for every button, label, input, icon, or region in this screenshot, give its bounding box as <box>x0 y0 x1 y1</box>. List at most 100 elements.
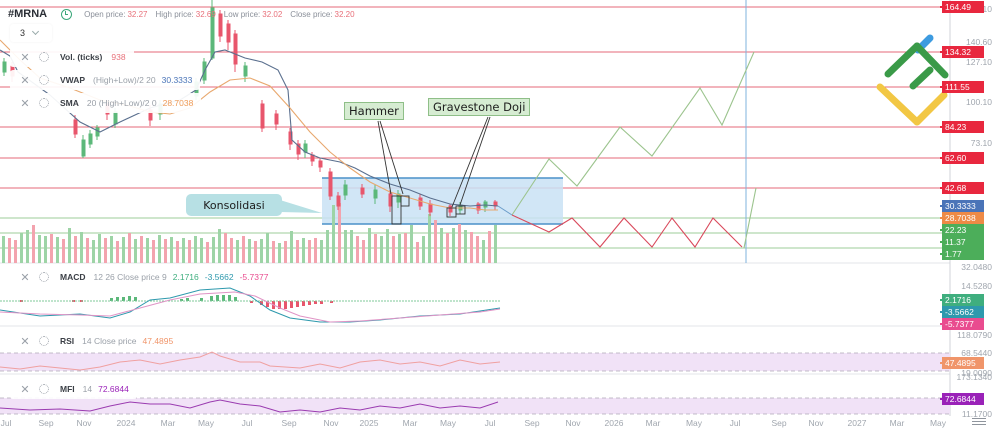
macd-tick: 14.5280 <box>961 281 992 291</box>
high-value: 32.69 <box>195 9 216 19</box>
hammer-box-1 <box>391 195 402 225</box>
clock-icon[interactable] <box>61 8 73 20</box>
time-tick: Mar <box>889 418 905 428</box>
level-label[interactable]: 111.55 <box>940 81 984 93</box>
close-icon[interactable]: ✕ <box>20 97 30 110</box>
time-tick: 2027 <box>847 418 867 428</box>
time-tick: 2024 <box>116 418 136 428</box>
price-tick: 140.60 <box>966 37 992 47</box>
rsi-line <box>0 351 501 371</box>
level-label[interactable]: 42.68 <box>940 182 984 194</box>
symbol-title: #MRNA <box>8 8 48 20</box>
bearish-scenario-path <box>511 214 743 248</box>
gear-icon[interactable] <box>39 52 49 62</box>
indicator-value: 938 <box>111 52 126 62</box>
histogram-value-label: -5.7377 <box>940 318 984 330</box>
hammer-annotation[interactable]: Hammer <box>344 102 404 120</box>
timeframe-select[interactable]: 3 <box>10 24 52 42</box>
indicator-params: (High+Low)/2 20 <box>93 75 156 85</box>
rsi-tick: 19.0090 <box>961 368 992 378</box>
time-tick: May <box>929 418 947 428</box>
level-label[interactable]: 11.37 <box>940 236 984 248</box>
indicator-params: 20 (High+Low)/2 0 <box>86 98 157 108</box>
indicator-rsi: ✕ RSI 14 Close price 47.4895 <box>10 331 182 351</box>
macd-line <box>0 287 501 323</box>
rsi-tick: 68.5440 <box>961 348 992 358</box>
time-tick: May <box>685 418 703 428</box>
indicator-name: MACD <box>60 272 86 282</box>
level-label[interactable]: 62.60 <box>940 152 984 164</box>
time-tick: Mar <box>645 418 661 428</box>
time-tick: May <box>439 418 457 428</box>
indicator-params: 12 26 Close price 9 <box>93 272 167 282</box>
time-tick: May <box>197 418 215 428</box>
level-label[interactable]: 164.49 <box>940 1 984 13</box>
level-label[interactable]: 1.77 <box>940 248 984 260</box>
time-tick: Nov <box>76 418 92 428</box>
time-tick: Jul <box>241 418 253 428</box>
vwap-line <box>0 49 499 207</box>
open-label: Open price: <box>84 9 126 19</box>
consolidation-zone <box>322 178 563 224</box>
time-tick: Sep <box>281 418 297 428</box>
signal-value-label: -3.5662 <box>940 306 984 318</box>
histogram-value: -5.7377 <box>239 272 269 282</box>
konsolidasi-annotation[interactable]: Konsolidasi <box>186 194 282 216</box>
level-label[interactable]: 22.23 <box>940 224 984 236</box>
indicator-name: RSI <box>60 336 75 346</box>
timeframe-value: 3 <box>20 28 26 38</box>
time-tick: Jul <box>484 418 496 428</box>
rsi-value-label: 47.4895 <box>940 357 984 369</box>
level-label[interactable]: 134.32 <box>940 46 984 58</box>
time-tick: 2026 <box>604 418 624 428</box>
close-icon[interactable]: ✕ <box>20 383 30 396</box>
gear-icon[interactable] <box>39 98 49 108</box>
gear-icon[interactable] <box>39 75 49 85</box>
sma-label: 28.7038 <box>940 212 984 224</box>
macd-histogram <box>0 295 500 309</box>
indicator-name: SMA <box>60 98 79 108</box>
bullish-scenario-path <box>511 51 755 216</box>
close-icon[interactable]: ✕ <box>20 74 30 87</box>
indicator-value: 28.7038 <box>162 98 194 108</box>
chevron-down-icon <box>31 27 40 36</box>
vwap-label: 30.3333 <box>940 200 984 212</box>
indicator-name: MFI <box>60 384 75 394</box>
indicator-params: 14 <box>82 384 93 394</box>
indicator-params: 14 Close price <box>82 336 137 346</box>
macd-tick: 32.0480 <box>961 262 992 272</box>
volume-bars <box>2 203 497 263</box>
gravestone-doji-annotation[interactable]: Gravestone Doji <box>428 98 531 116</box>
time-tick: Sep <box>38 418 54 428</box>
time-tick: Mar <box>160 418 176 428</box>
mfi-tick: 173.1340 <box>956 372 992 382</box>
indicator-mfi: ✕ MFI 14 72.6844 <box>10 379 137 399</box>
brand-logo <box>876 34 949 126</box>
chart-header: #MRNA Open price: 32.27 High price: 32.69 … <box>8 6 355 22</box>
close-icon[interactable]: ✕ <box>20 335 30 348</box>
level-label[interactable]: 84.23 <box>940 121 984 133</box>
gear-icon[interactable] <box>39 272 49 282</box>
time-tick: Mar <box>402 418 418 428</box>
macd-value-label: 2.1716 <box>940 294 984 306</box>
indicator-value: 30.3333 <box>161 75 193 85</box>
gear-icon[interactable] <box>39 336 49 346</box>
macd-signal-line <box>0 291 501 323</box>
mfi-line <box>0 399 499 413</box>
chart-settings-icon[interactable] <box>972 416 986 428</box>
macd-value: 2.1716 <box>172 272 199 282</box>
hammer-box-2 <box>400 195 410 207</box>
mfi-tick: 11.1700 <box>961 409 992 419</box>
rsi-band <box>0 353 950 371</box>
gear-icon[interactable] <box>39 384 49 394</box>
indicator-sma: ✕ SMA 20 (High+Low)/2 0 28.7038 <box>10 93 202 113</box>
rsi-tick: 118.0790 <box>957 330 992 340</box>
indicator-vol: ✕ Vol. (ticks) 938 <box>10 47 134 67</box>
konsolidasi-pointer <box>280 200 322 213</box>
price-tick: 100.10 <box>966 97 992 107</box>
low-label: Low price: <box>223 9 261 19</box>
close-icon[interactable]: ✕ <box>20 271 30 284</box>
close-icon[interactable]: ✕ <box>20 51 30 64</box>
